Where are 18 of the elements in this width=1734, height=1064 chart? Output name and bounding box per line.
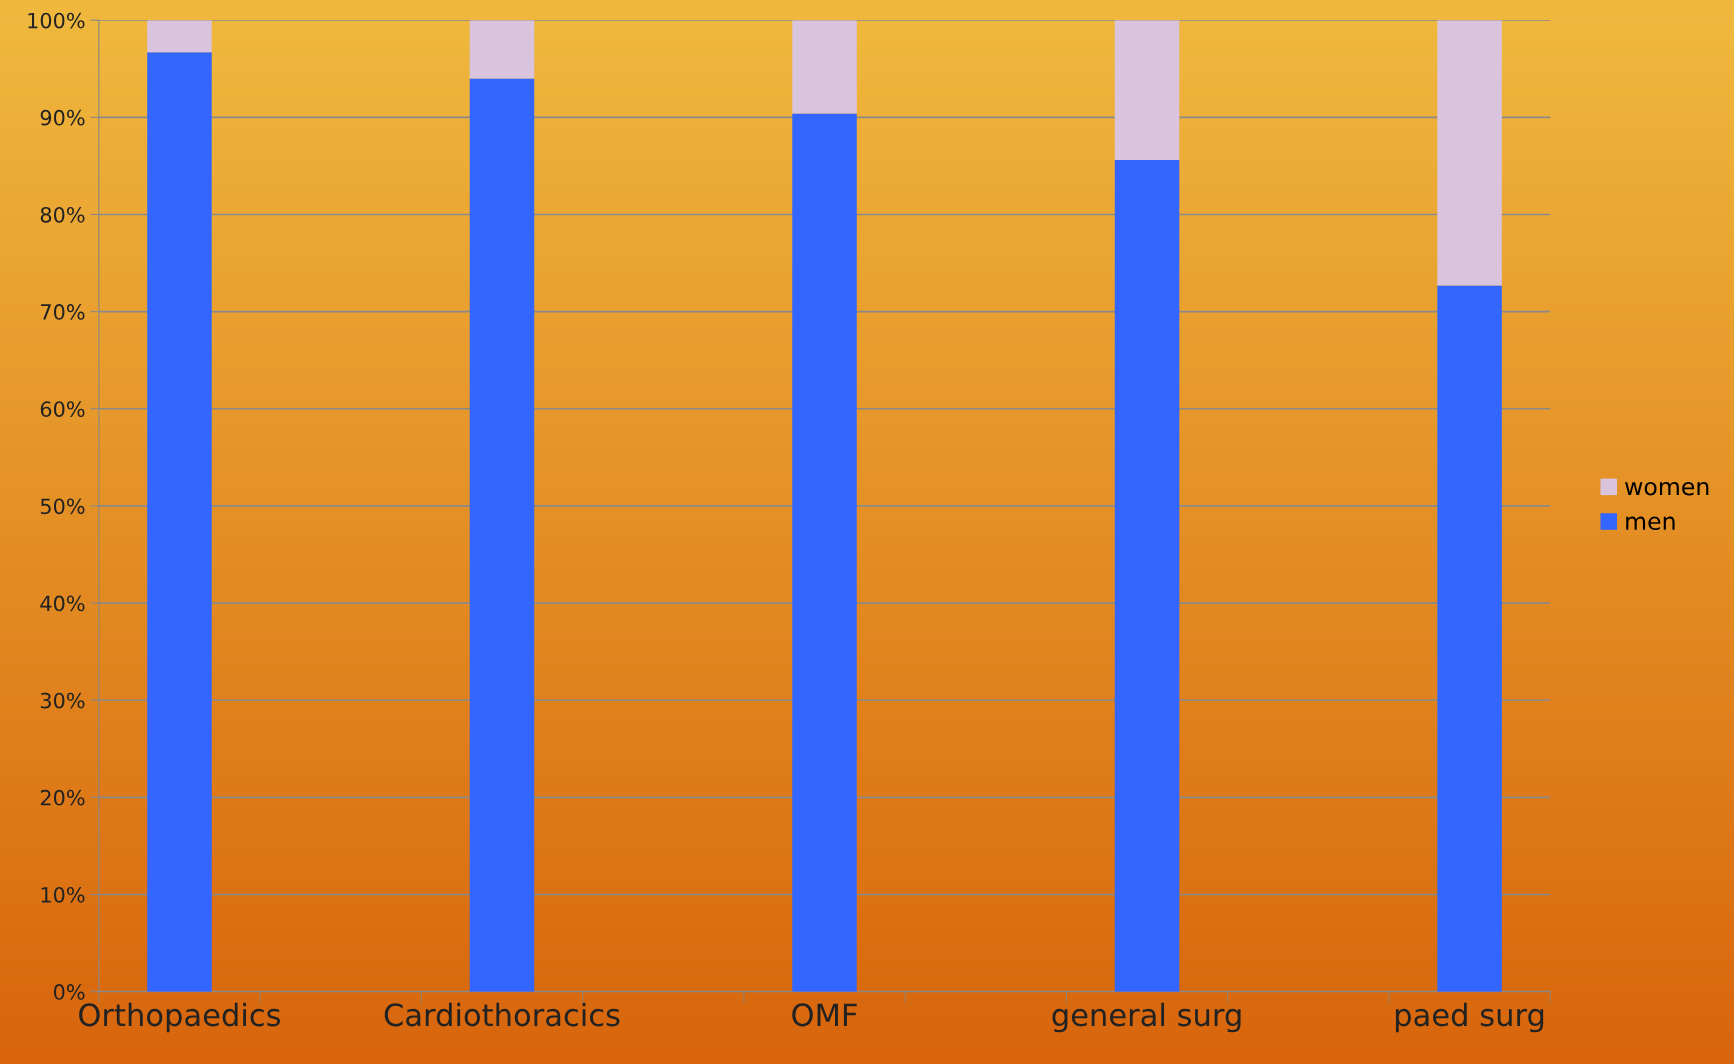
y-tick-label: 80% <box>40 206 85 223</box>
y-tick-label: 100% <box>28 12 85 29</box>
x-tick-label: paed surg <box>1395 1002 1544 1033</box>
x-tick-label: Cardiothoracics <box>384 1002 620 1027</box>
y-tick-label: 10% <box>41 886 85 903</box>
y-tick-label: 20% <box>40 789 85 806</box>
y-tick-label: 60% <box>40 401 85 417</box>
x-tick-label: OMF <box>792 1003 857 1027</box>
legend-label: women <box>1625 481 1709 496</box>
y-tick-label: 30% <box>40 692 85 709</box>
x-tick-label: Orthopaedics <box>79 1002 281 1033</box>
y-tick-label: 0% <box>53 984 85 1000</box>
y-tick-label: 40% <box>40 595 85 612</box>
y-tick-label: 90% <box>40 109 85 126</box>
y-tick-label: 50% <box>40 498 85 515</box>
y-tick-label: 70% <box>41 304 85 320</box>
legend-label: men <box>1626 516 1675 531</box>
x-tick-label: general surg <box>1052 1002 1241 1033</box>
